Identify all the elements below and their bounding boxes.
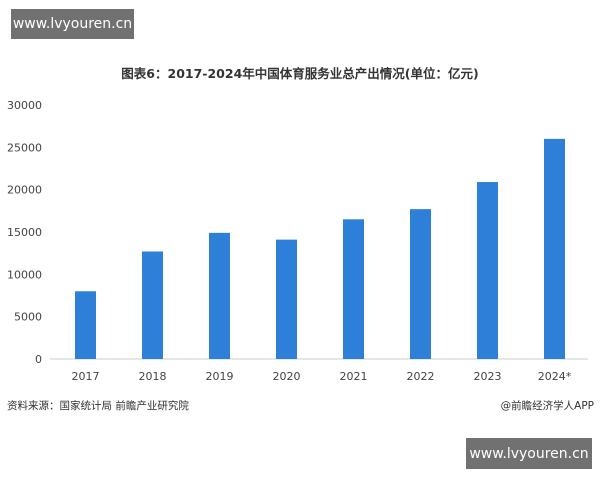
x-tick-label: 2020 (273, 370, 301, 383)
bar-2018 (142, 251, 163, 359)
bar-2023 (477, 182, 498, 359)
y-tick-label: 5000 (14, 311, 42, 324)
y-axis: 0 5000 10000 15000 20000 25000 30000 (7, 99, 42, 366)
bars (75, 138, 565, 359)
bar-2017 (75, 291, 96, 359)
x-tick-label: 2018 (139, 370, 167, 383)
chart-title: 图表6：2017-2024年中国体育服务业总产出情况(单位：亿元) (121, 66, 479, 81)
watermark-bottom: www.lvyouren.cn (466, 438, 592, 469)
bar-2024e (544, 138, 565, 359)
x-tick-label: 2022 (407, 370, 435, 383)
x-tick-label: 2024* (538, 370, 572, 383)
brand-credit: @前瞻经济学人APP (500, 400, 594, 412)
x-tick-label: 2023 (474, 370, 502, 383)
x-tick-label: 2021 (340, 370, 368, 383)
bar-2020 (276, 239, 297, 359)
x-tick-label: 2019 (206, 370, 234, 383)
y-tick-label: 20000 (7, 184, 42, 197)
y-tick-label: 10000 (7, 268, 42, 281)
y-tick-label: 15000 (7, 226, 42, 239)
bar-2021 (343, 219, 364, 359)
watermark-top: www.lvyouren.cn (11, 9, 134, 39)
y-tick-label: 0 (35, 353, 42, 366)
source-note: 资料来源：国家统计局 前瞻产业研究院 (7, 400, 189, 412)
y-tick-label: 25000 (7, 141, 42, 154)
x-tick-label: 2017 (72, 370, 100, 383)
x-axis: 2017 2018 2019 2020 2021 2022 2023 2024* (72, 370, 572, 383)
y-tick-label: 30000 (7, 99, 42, 112)
bar-2019 (209, 232, 230, 359)
bar-2022 (410, 209, 431, 359)
